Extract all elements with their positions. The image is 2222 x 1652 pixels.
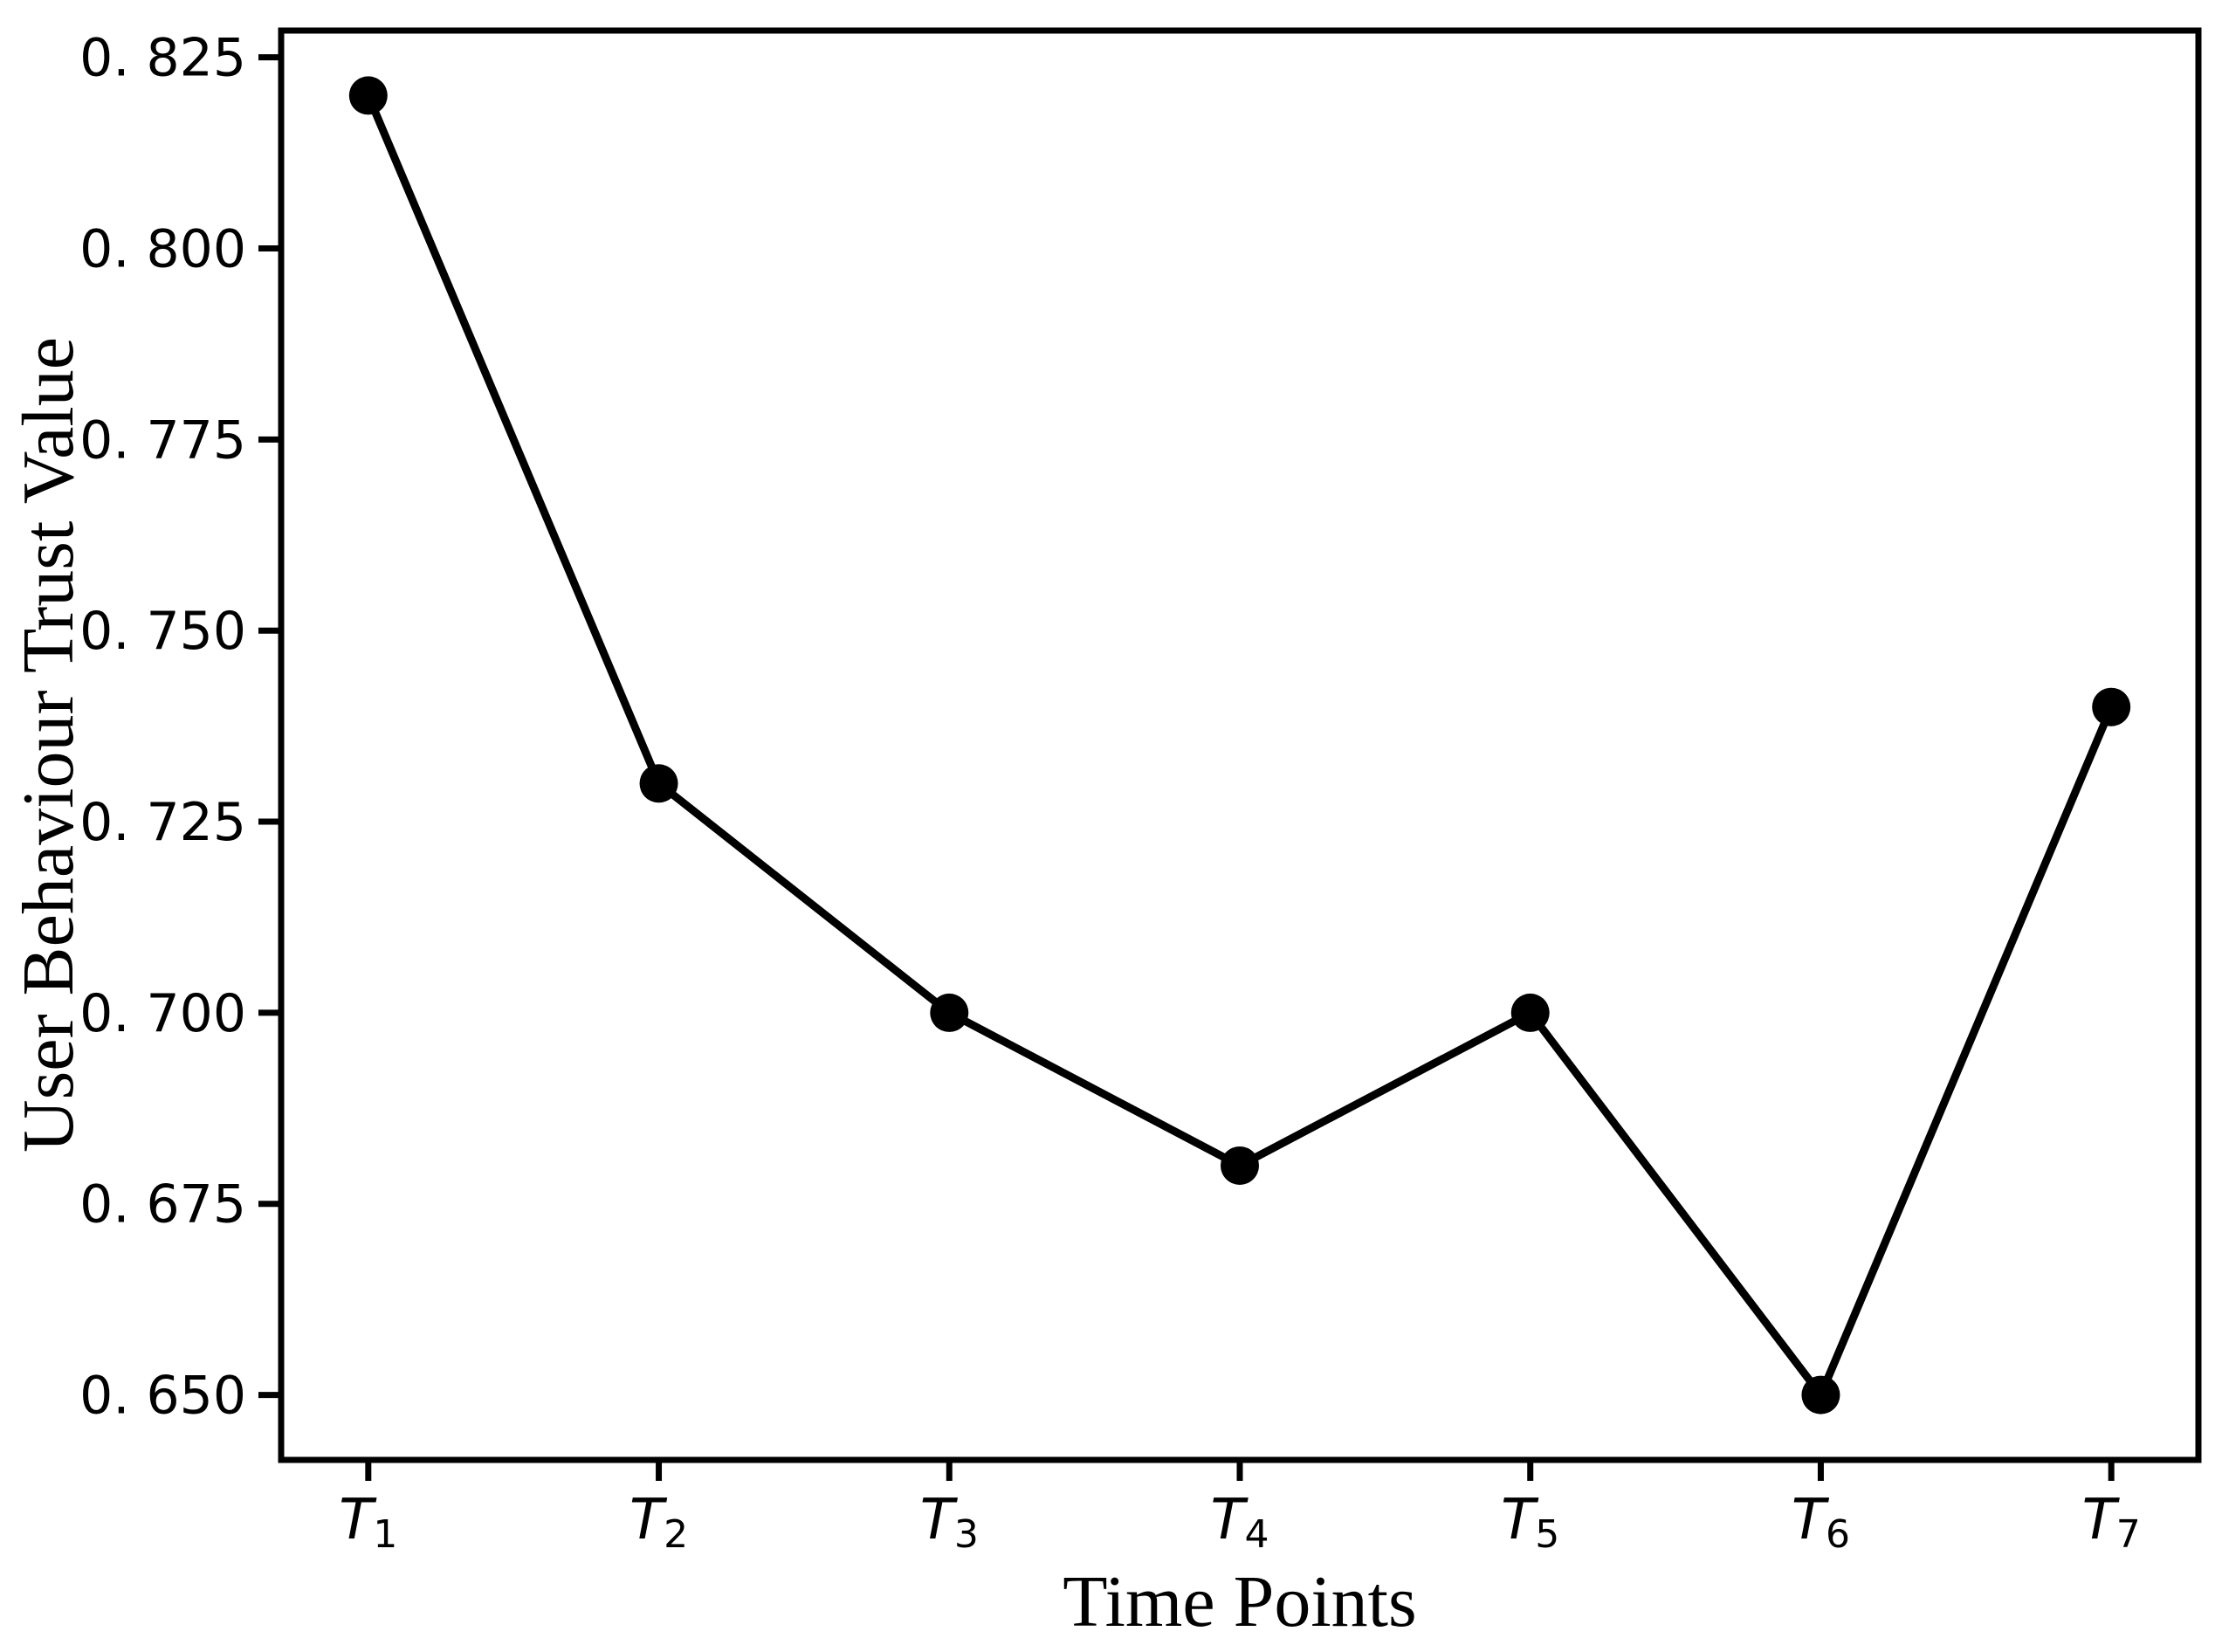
data-point-marker [348, 76, 388, 115]
x-tick-label-base: T [1501, 1488, 1539, 1552]
x-tick-label-subscript: 5 [1535, 1512, 1559, 1557]
x-axis-ticks [365, 1460, 2115, 1481]
x-tick-label-subscript: 1 [373, 1512, 397, 1557]
y-tick-label: 0. 700 [79, 983, 246, 1044]
y-tick-label: 0. 775 [79, 410, 246, 471]
y-tick-label: 0. 650 [79, 1366, 246, 1427]
y-tick-label: 0. 750 [79, 601, 246, 662]
x-tick-label-base: T [2082, 1488, 2121, 1552]
x-tick-label-base: T [1210, 1488, 1249, 1552]
data-point-marker [639, 764, 678, 803]
x-tick-label-base: T [1792, 1488, 1830, 1552]
x-tick-label: T4 [1210, 1488, 1269, 1557]
y-axis-tick-labels: 0. 650 0. 675 0. 700 0. 725 0. 750 0. 775 0. 8… [79, 28, 246, 1427]
x-tick-label: T5 [1501, 1488, 1559, 1557]
y-axis-title: User Behaviour Trust Value [8, 337, 89, 1153]
x-tick-label-subscript: 2 [664, 1512, 688, 1557]
x-tick-label: T7 [2082, 1488, 2141, 1557]
x-tick-label-base: T [339, 1488, 377, 1552]
data-point-marker [1801, 1375, 1840, 1415]
data-points [348, 76, 2131, 1415]
x-axis-title: Time Points [1063, 1561, 1416, 1642]
y-tick-label: 0. 825 [79, 28, 246, 89]
x-tick-label-subscript: 7 [2116, 1512, 2141, 1557]
y-tick-label: 0. 725 [79, 792, 246, 853]
x-tick-label: T6 [1792, 1488, 1850, 1557]
data-point-marker [2092, 687, 2131, 726]
x-tick-label-base: T [920, 1488, 959, 1552]
x-tick-label: T2 [629, 1488, 688, 1557]
y-tick-label: 0. 675 [79, 1174, 246, 1236]
x-tick-label-base: T [629, 1488, 668, 1552]
x-tick-label-subscript: 4 [1245, 1512, 1269, 1557]
data-point-marker [1510, 993, 1550, 1032]
data-point-marker [930, 993, 969, 1032]
x-tick-label-subscript: 3 [954, 1512, 979, 1557]
x-tick-label: T3 [920, 1488, 979, 1557]
x-tick-label: T1 [339, 1488, 397, 1557]
x-tick-label-subscript: 6 [1826, 1512, 1850, 1557]
y-axis-ticks [258, 54, 281, 1399]
data-point-marker [1221, 1146, 1259, 1185]
x-axis-tick-labels: T1 T2 T3 T4 T5 T6 T7 [339, 1488, 2140, 1557]
y-tick-label: 0. 800 [79, 218, 246, 279]
